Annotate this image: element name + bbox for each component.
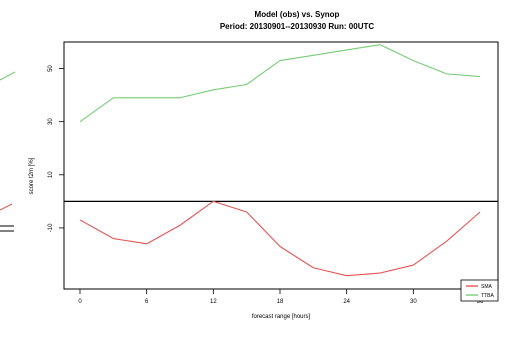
x-tick-label: 6 (145, 299, 149, 305)
legend-box (460, 279, 499, 302)
left-green-line-fragment (0, 71, 16, 81)
x-axis: 0 6 12 18 24 30 36 (78, 289, 484, 305)
y-tick-label: 10 (48, 171, 54, 178)
x-tick-label: 18 (277, 299, 284, 305)
left-red-line-fragment (0, 203, 13, 211)
y-tick-label: -10 (48, 223, 54, 232)
x-tick-label: 0 (78, 299, 82, 305)
plot-frame (63, 41, 499, 290)
y-axis: 50 30 10 -10 (48, 65, 64, 232)
x-axis-label: forecast range [hours] (252, 314, 311, 320)
legend-label-ttba: TTBA (481, 293, 494, 299)
x-tick-label: 24 (343, 299, 350, 305)
y-tick-label: 50 (48, 65, 54, 72)
series-line-ttba (79, 44, 481, 123)
legend-label-sma: SMA (481, 284, 493, 290)
chart-subtitle: Period: 20130901--20130930 Run: 00UTC (220, 22, 375, 31)
chart-title: Model (obs) vs. Synop (255, 10, 340, 19)
y-tick-label: 30 (48, 118, 54, 125)
x-tick-label: 36 (477, 299, 484, 305)
y-axis-label: score t2m [%] (29, 157, 35, 194)
series-line-sma (79, 200, 481, 277)
x-tick-label: 30 (410, 299, 417, 305)
legend: SMA TTBA (460, 279, 499, 302)
series-lines (79, 44, 481, 277)
x-tick-label: 12 (210, 299, 217, 305)
left-chart-fragment (0, 71, 16, 232)
